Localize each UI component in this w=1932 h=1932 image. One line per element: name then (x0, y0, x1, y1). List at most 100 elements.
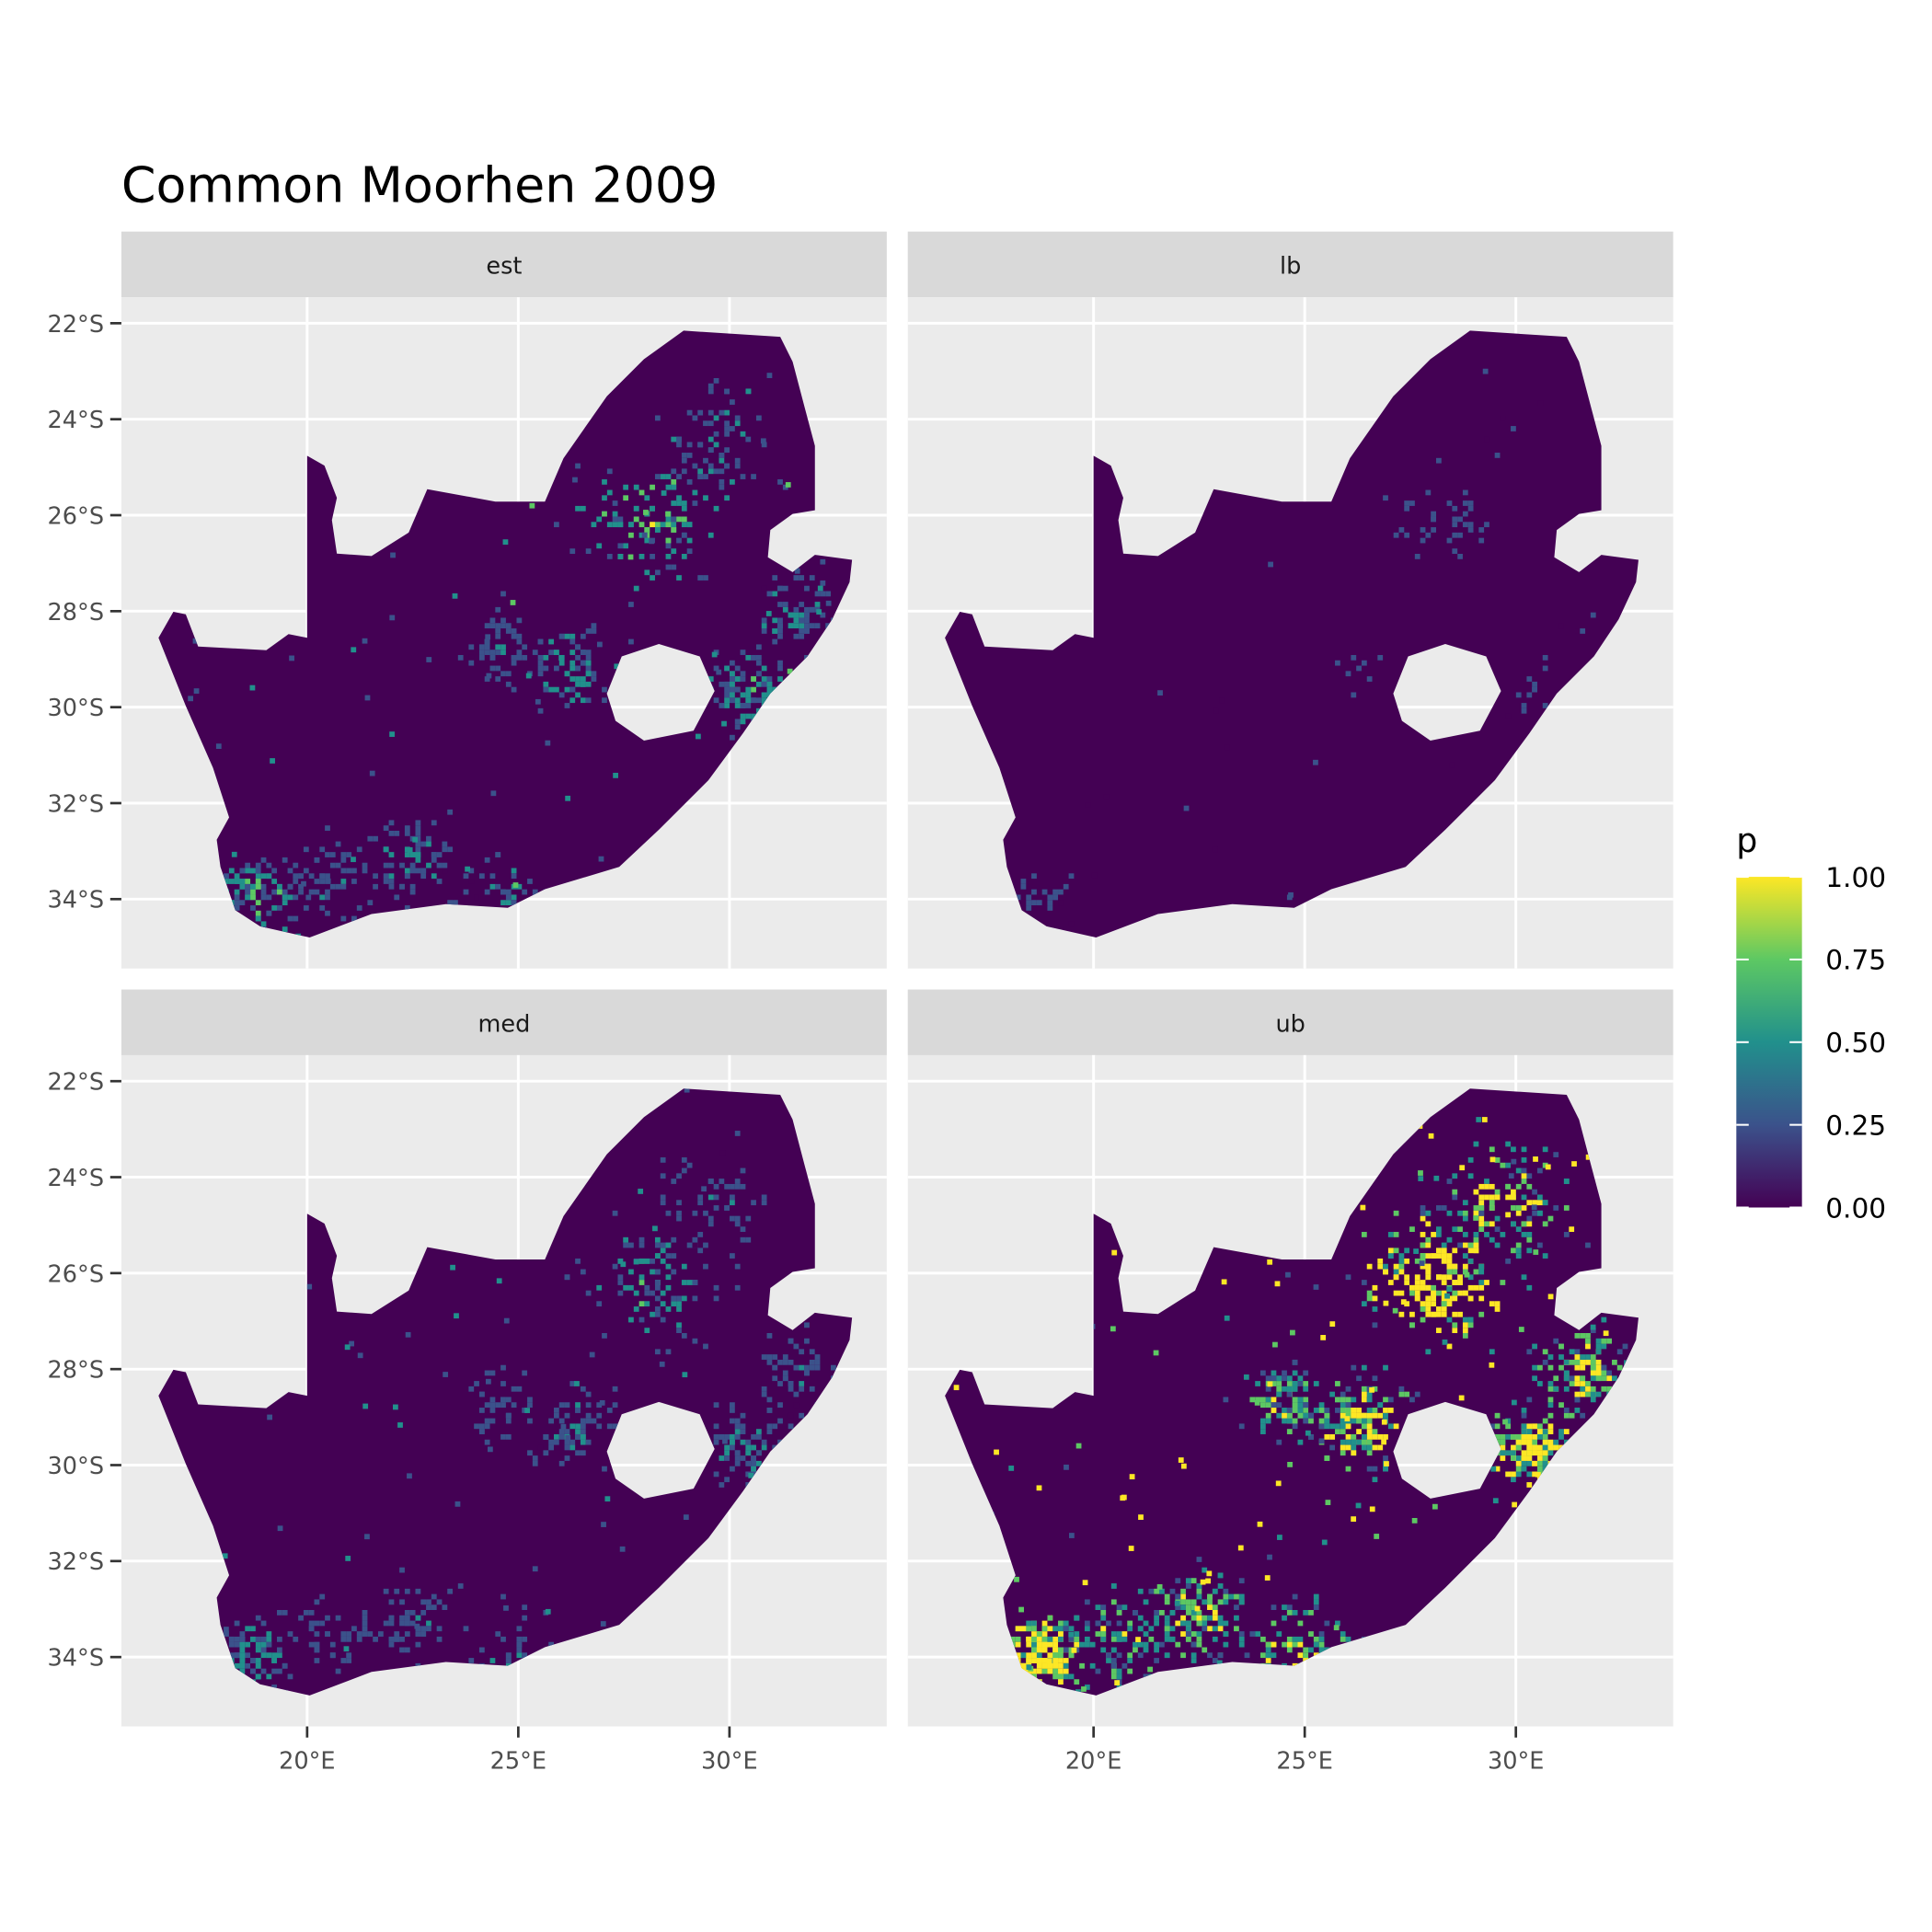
prob-cell (298, 873, 304, 880)
prob-cell (1297, 1652, 1304, 1659)
prob-cell (1143, 1647, 1149, 1653)
prob-cell (730, 1418, 735, 1424)
prob-cell (565, 795, 571, 801)
prob-cell (575, 1408, 581, 1413)
prob-cell (478, 1408, 485, 1413)
y-tick-label: 34°S (48, 887, 105, 914)
prob-cell (766, 1333, 773, 1339)
prob-cell (1381, 1439, 1387, 1445)
prob-cell (1521, 1450, 1527, 1456)
prob-cell (1157, 690, 1163, 696)
prob-cell (1467, 522, 1474, 528)
prob-cell (1425, 1311, 1432, 1317)
prob-cell (596, 1301, 603, 1307)
prob-cell (1462, 1290, 1468, 1296)
prob-cell (1419, 1260, 1425, 1267)
prob-cell (404, 873, 410, 880)
prob-cell (1052, 1636, 1059, 1642)
prob-cell (340, 857, 347, 863)
prob-cell (301, 880, 306, 887)
prob-cell (1508, 1173, 1514, 1179)
prob-cell (1190, 1631, 1197, 1637)
prob-cell (1547, 1215, 1554, 1222)
prob-cell (1175, 1604, 1181, 1610)
prob-cell (1601, 1343, 1607, 1350)
prob-cell (676, 575, 682, 581)
prob-cell (1393, 1290, 1399, 1296)
prob-cell (1585, 1333, 1591, 1339)
prob-cell (1190, 1641, 1197, 1648)
prob-cell (1409, 1397, 1415, 1403)
prob-cell (1110, 1668, 1117, 1674)
prob-cell (335, 1668, 341, 1674)
prob-cell (766, 1429, 773, 1434)
prob-cell (1308, 1418, 1314, 1424)
prob-cell (1452, 1269, 1458, 1275)
prob-cell (564, 633, 570, 639)
prob-cell (1484, 1179, 1489, 1184)
prob-cell (239, 1662, 246, 1669)
prob-cell (1159, 1641, 1165, 1648)
prob-cell (809, 1349, 815, 1355)
prob-cell (730, 1408, 735, 1413)
prob-cell (1536, 1242, 1543, 1248)
prob-cell (703, 474, 708, 479)
prob-cell (1616, 1349, 1623, 1355)
prob-cell (1536, 1200, 1543, 1206)
prob-cell (569, 660, 576, 666)
prob-cell (1207, 1615, 1213, 1621)
prob-cell (713, 697, 719, 704)
prob-cell (346, 1658, 352, 1663)
prob-cell (1052, 1626, 1059, 1632)
prob-cell (782, 602, 788, 607)
prob-cell (1020, 883, 1027, 890)
prob-cell (1462, 1232, 1468, 1237)
prob-cell (1532, 1433, 1537, 1440)
prob-cell (697, 474, 704, 479)
prob-cell (1340, 1412, 1346, 1419)
prob-cell (1345, 1636, 1351, 1642)
prob-cell (1393, 1210, 1399, 1216)
prob-cell (1063, 1620, 1069, 1627)
prob-cell (1500, 415, 1506, 421)
prob-cell (535, 698, 541, 705)
prob-cell (505, 894, 512, 901)
prob-cell (1601, 1364, 1607, 1371)
prob-cell (724, 697, 730, 704)
prob-cell (447, 846, 454, 853)
prob-cell (1340, 1429, 1346, 1434)
prob-cell (1325, 1500, 1331, 1505)
prob-cell (580, 1386, 586, 1392)
prob-cell (676, 1210, 682, 1216)
prob-cell (1292, 1381, 1298, 1386)
prob-cell (527, 1418, 533, 1424)
prob-cell (644, 537, 650, 544)
prob-cell (1574, 1359, 1581, 1365)
prob-cell (1452, 548, 1458, 554)
prob-cell (671, 1269, 677, 1275)
prob-cell (1234, 1604, 1239, 1610)
prob-cell (1511, 1399, 1517, 1406)
prob-cell (420, 1631, 427, 1637)
prob-cell (503, 1605, 509, 1611)
prob-cell (1361, 660, 1367, 666)
prob-cell (447, 900, 454, 906)
prob-cell (1595, 1349, 1602, 1355)
prob-cell (730, 1439, 735, 1445)
prob-cell (799, 575, 805, 581)
prob-cell (638, 1317, 645, 1323)
prob-cell (686, 1280, 693, 1285)
prob-cell (478, 1429, 485, 1434)
prob-cell (1052, 1658, 1059, 1663)
prob-cell (1135, 1637, 1141, 1642)
prob-cell (734, 1460, 741, 1466)
prob-cell (1590, 612, 1596, 618)
prob-cell (745, 388, 752, 395)
prob-cell (1473, 1189, 1479, 1195)
prob-cell (799, 633, 805, 639)
prob-cell (707, 1179, 714, 1184)
prob-cell (1366, 676, 1373, 682)
prob-cell (1590, 1324, 1596, 1330)
prob-cell (1574, 1333, 1581, 1339)
prob-cell (1026, 1636, 1032, 1642)
